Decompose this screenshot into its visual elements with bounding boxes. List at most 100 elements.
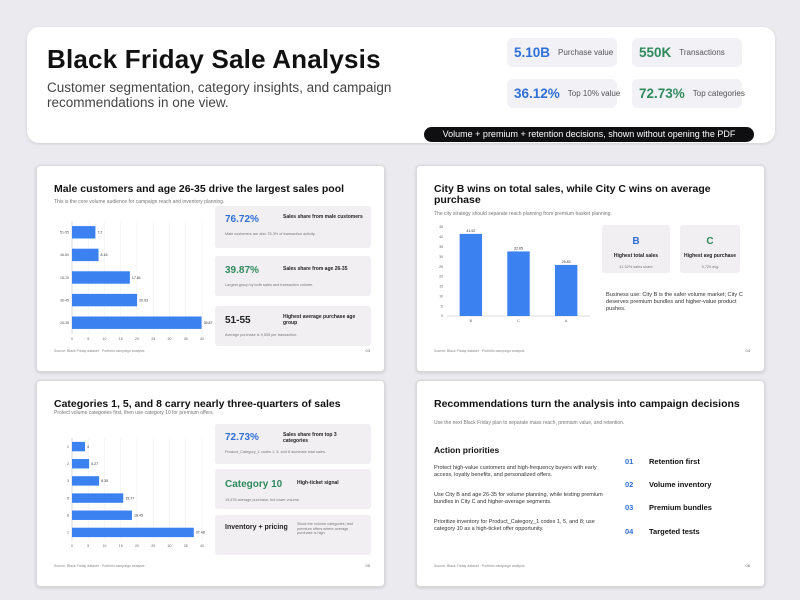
city-sales-chart: 0 5 10 15 20 25 30 35 40 45 41.52 B 32.65 C 25.83 A — [439, 225, 590, 323]
x-tick-label: 15 — [119, 337, 123, 341]
data-label: 15.77 — [125, 496, 134, 500]
slide-city-sales[interactable]: City B wins on total sales, while City C… — [416, 165, 765, 372]
priority-number: 03 — [625, 503, 634, 512]
x-tick-label: 40 — [200, 544, 204, 548]
y-tick-label: 25 — [439, 265, 443, 269]
x-tick-label: 10 — [103, 337, 107, 341]
category-label: 2 — [67, 462, 69, 466]
city-box-c: C Highest avg purchase 9,720 avg — [680, 225, 740, 273]
data-label: 7.2 — [97, 231, 102, 235]
category-label: 26-35 — [60, 321, 69, 325]
priority-number: 02 — [625, 480, 634, 489]
action-item: Protect high-value customers and high-fr… — [434, 465, 597, 478]
slide-recommendations[interactable]: Recommendations turn the analysis into c… — [416, 380, 765, 587]
x-tick-label: 10 — [103, 544, 107, 548]
bar — [72, 510, 132, 520]
priority-label: Retention first — [649, 457, 700, 466]
kpi-value: 72.73% — [639, 86, 685, 101]
bar — [72, 527, 194, 538]
category-label: 8 — [67, 514, 69, 518]
action-item: Prioritize inventory for Product_Categor… — [434, 519, 595, 532]
x-tick-label: 25 — [151, 544, 155, 548]
insight-value: Inventory + pricing — [225, 524, 288, 531]
insight-title: High-ticket signal — [297, 480, 339, 486]
x-tick-label: 5 — [87, 337, 89, 341]
data-label: 8.16 — [101, 253, 108, 257]
y-tick-label: 20 — [439, 275, 443, 279]
x-tick-label: 0 — [71, 337, 73, 341]
y-tick-label: 45 — [439, 225, 443, 229]
insight-value: Category 10 — [225, 479, 283, 490]
bar — [72, 271, 130, 284]
slide-footer: Source: Black Friday dataset · Portfolio… — [54, 564, 145, 568]
slide-title: Recommendations turn the analysis into c… — [434, 398, 740, 410]
data-label: 20.03 — [139, 298, 148, 302]
category-label: 18-25 — [60, 276, 69, 280]
kpi-label: Transactions — [679, 48, 725, 57]
data-label: 25.83 — [562, 260, 571, 264]
insight-desc: Product_Category_1 codes 1, 5, and 8 dom… — [225, 450, 326, 454]
priority-label: Premium bundles — [649, 503, 712, 512]
city-letter: B — [632, 236, 640, 247]
insight-title: Sales share from male customers — [283, 214, 363, 220]
x-tick-label: 30 — [168, 544, 172, 548]
bar — [72, 493, 124, 503]
x-tick-label: 15 — [119, 544, 123, 548]
insight-desc: Largest group by both sales and transact… — [225, 283, 314, 287]
insight-desc: 41.52% sales share — [619, 265, 653, 269]
slide-caption: The city strategy should separate reach … — [434, 211, 612, 217]
x-tick-label: 35 — [184, 337, 188, 341]
priority-label: Targeted tests — [649, 527, 700, 536]
priority-number: 04 — [625, 527, 634, 536]
kpi-label: Purchase value — [558, 48, 614, 57]
bar — [459, 233, 483, 316]
insight-box-male: 76.72% Sales share from male customers M… — [215, 206, 371, 248]
page-number: 03 — [365, 348, 370, 353]
category-label: B — [470, 319, 473, 323]
data-label: 5.27 — [91, 462, 98, 466]
age-sales-chart: 0 5 10 15 20 25 30 35 40 7.2 51-55 8.16 46-50 17.81 18… — [60, 221, 213, 341]
x-tick-label: 25 — [151, 337, 155, 341]
kpi-top-categories: 72.73% Top categories — [632, 79, 745, 108]
city-box-b: B Highest total sales 41.52% sales share — [602, 225, 670, 273]
category-label: C — [517, 319, 520, 323]
x-tick-label: 30 — [168, 337, 172, 341]
bar — [72, 316, 202, 329]
insight-desc: 9,720 avg — [701, 265, 719, 269]
insight-title: Sales share from age 26-35 — [283, 266, 348, 272]
category-label: 1 — [67, 531, 69, 535]
x-tick-label: 35 — [184, 544, 188, 548]
page-subtitle: Customer segmentation, category insights… — [47, 80, 392, 110]
slide-category-sales[interactable]: Categories 1, 5, and 8 carry nearly thre… — [36, 380, 385, 587]
x-tick-label: 0 — [71, 544, 73, 548]
data-label: 18.45 — [134, 514, 143, 518]
summary-pill: Volume + premium + retention decisions, … — [424, 127, 754, 142]
category-label: 51-55 — [60, 231, 69, 235]
priority-label: Volume inventory — [649, 480, 712, 489]
dashboard-header: Black Friday Sale Analysis Customer segm… — [27, 27, 775, 143]
section-title: Action priorities — [434, 445, 500, 455]
y-tick-label: 35 — [439, 245, 443, 249]
page-number: 04 — [745, 348, 750, 353]
y-tick-label: 5 — [441, 304, 443, 308]
insight-box-category10: Category 10 High-ticket signal 19,676 av… — [215, 469, 371, 509]
data-label: 37.48 — [196, 531, 205, 535]
insight-title: Highest average purchase age group — [283, 314, 356, 326]
category-label: 1 — [67, 445, 69, 449]
slide-footer: Source: Black Friday dataset · Portfolio… — [434, 349, 525, 353]
bar — [72, 248, 99, 262]
category-label: A — [565, 319, 568, 323]
x-tick-label: 20 — [135, 337, 139, 341]
bar — [72, 441, 85, 452]
kpi-purchase-value: 5.10B Purchase value — [507, 38, 617, 67]
y-tick-label: 15 — [439, 285, 443, 289]
slide-customer-segments[interactable]: Male customers and age 26-35 drive the l… — [36, 165, 385, 372]
insight-box-avg-age: 51-55 Highest average purchase age group… — [215, 306, 371, 346]
category-label: 5 — [67, 496, 69, 500]
slide-title: City B wins on total sales, while City C… — [434, 183, 711, 206]
x-tick-label: 40 — [200, 337, 204, 341]
kpi-transactions: 550K Transactions — [632, 38, 742, 67]
data-label: 8.35 — [101, 479, 108, 483]
slide-caption: Protect volume categories first, then us… — [54, 410, 214, 416]
bar — [72, 459, 90, 469]
